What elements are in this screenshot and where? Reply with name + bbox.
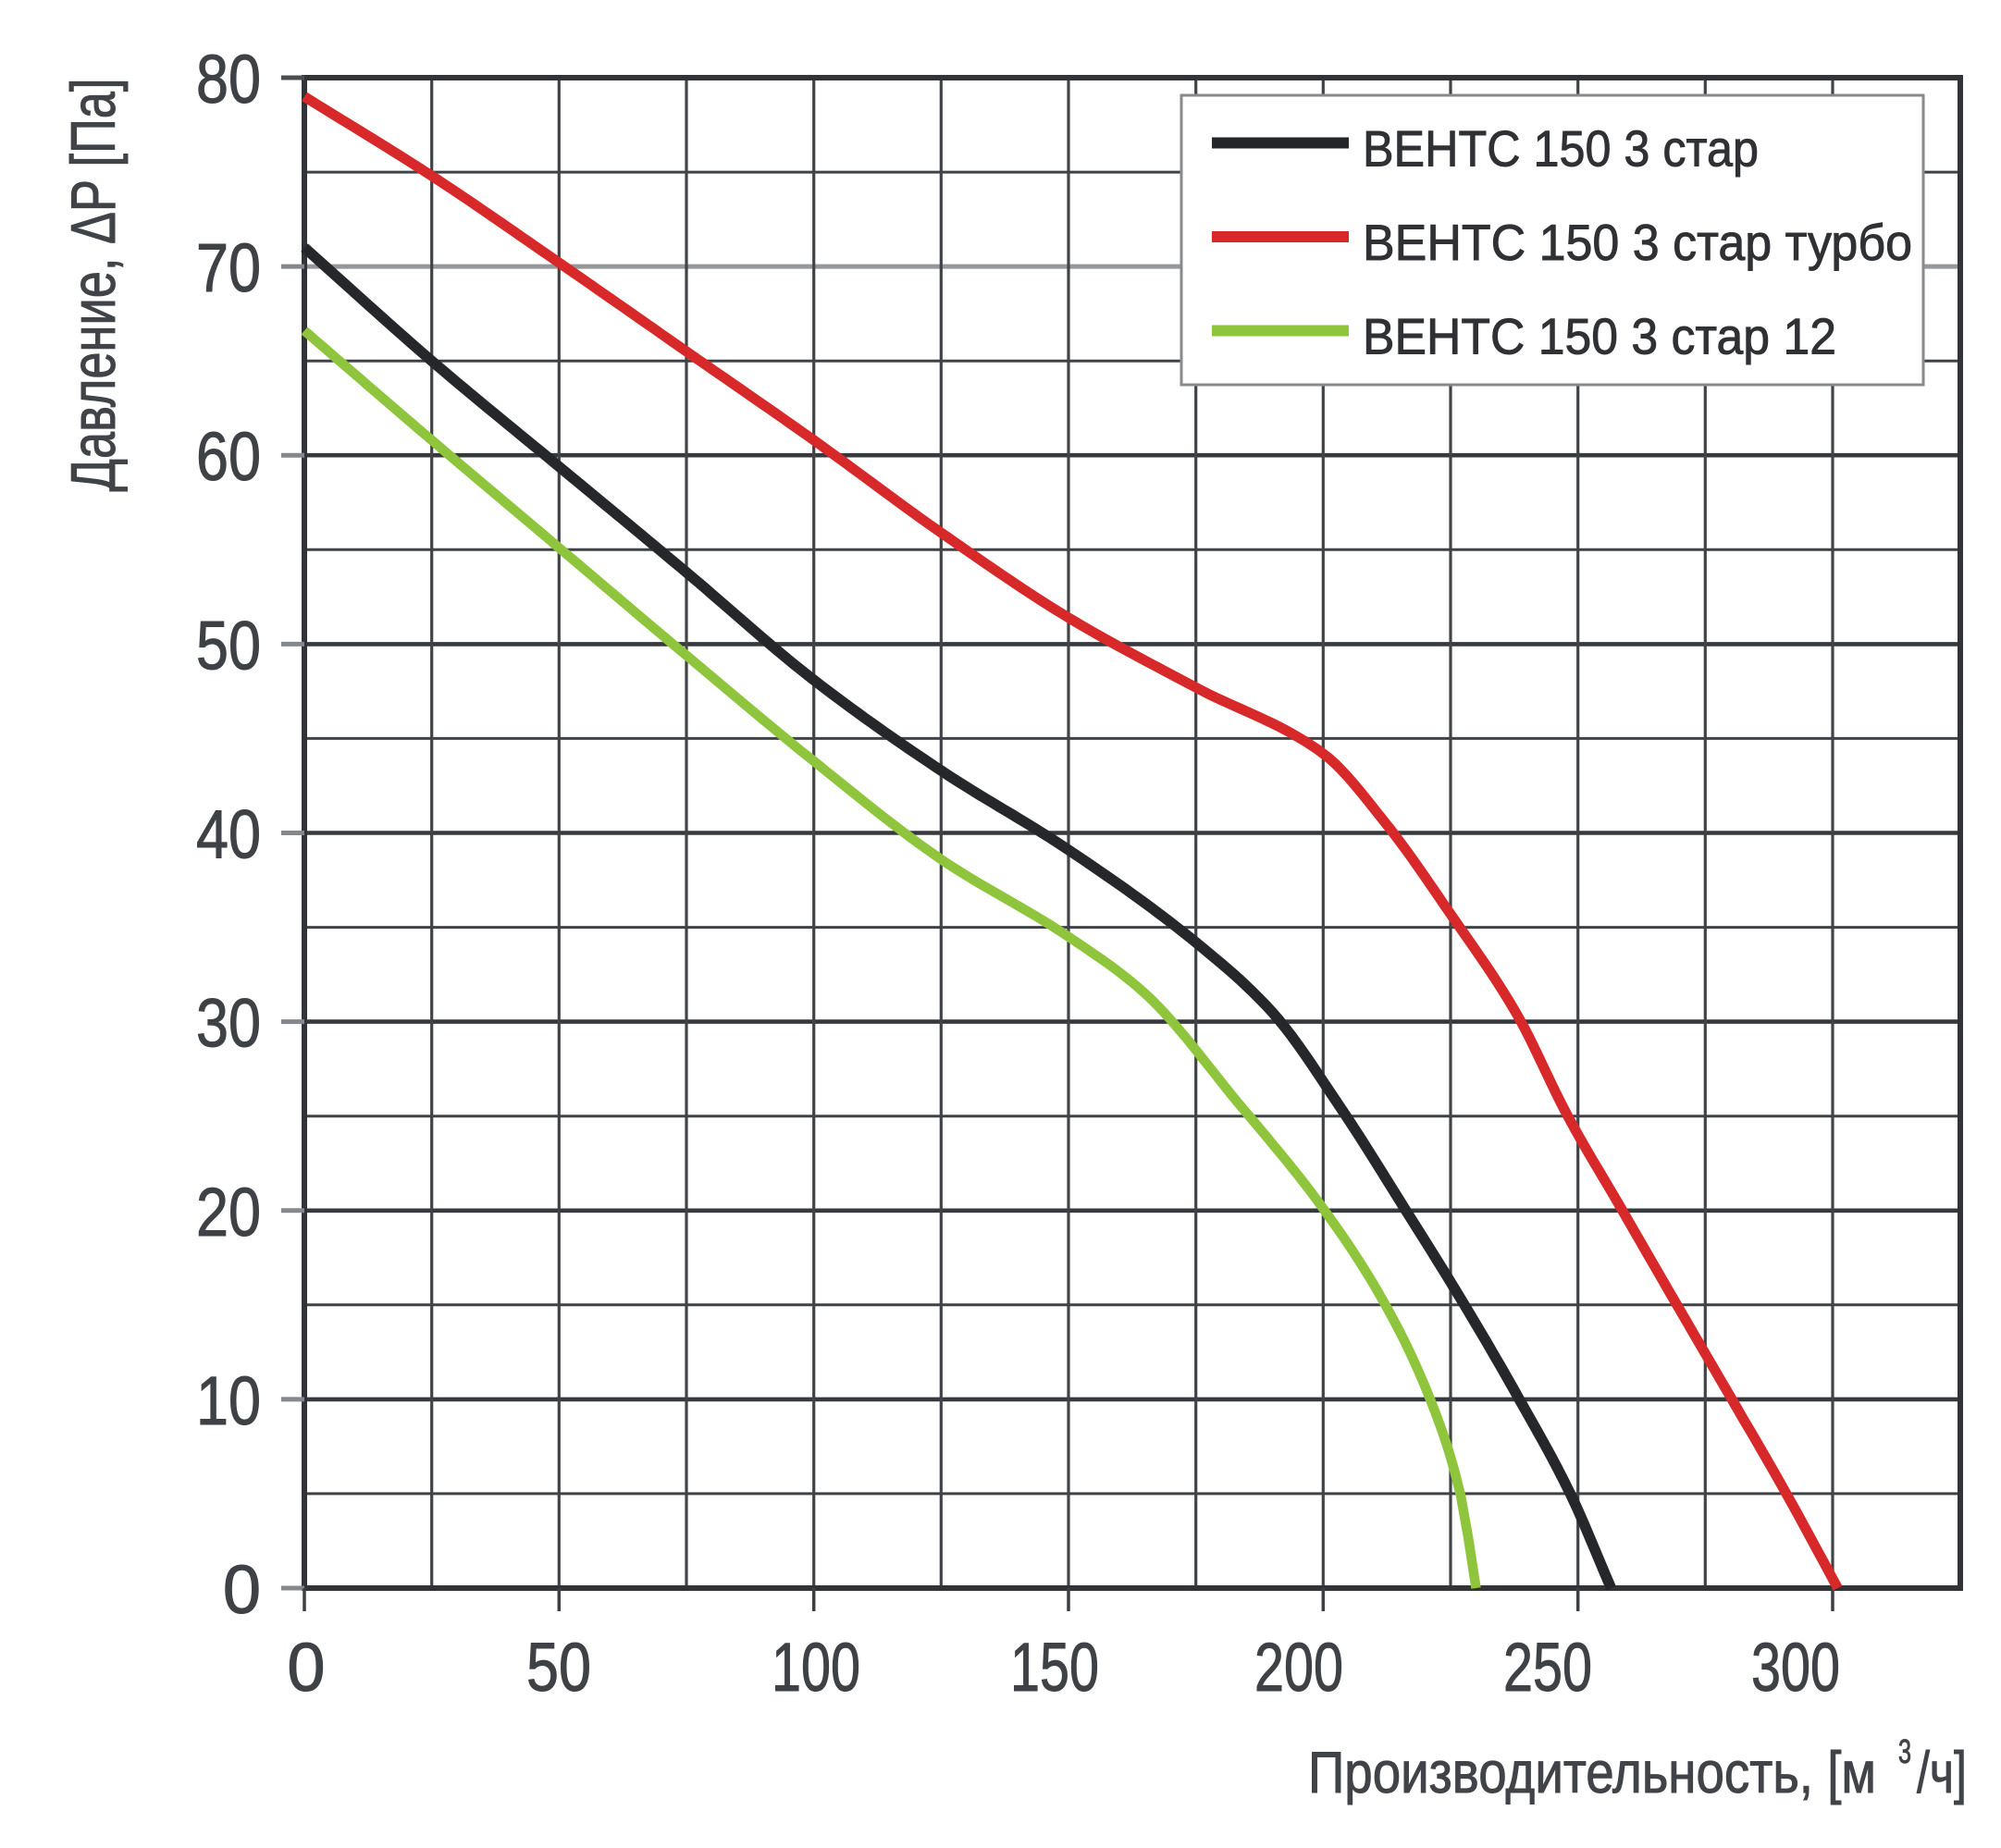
- svg-text:100: 100: [772, 1629, 860, 1706]
- svg-text:150: 150: [1010, 1629, 1099, 1706]
- svg-text:50: 50: [526, 1629, 591, 1706]
- svg-text:30: 30: [196, 985, 261, 1062]
- svg-text:20: 20: [196, 1174, 261, 1250]
- svg-text:50: 50: [196, 607, 261, 684]
- svg-text:ВЕНТС 150 3 стар 12: ВЕНТС 150 3 стар 12: [1363, 308, 1836, 365]
- svg-text:Давление, ΔP [Па]: Давление, ΔP [Па]: [58, 79, 129, 492]
- svg-text:80: 80: [196, 41, 261, 117]
- svg-text:300: 300: [1751, 1629, 1840, 1706]
- svg-text:ВЕНТС 150 3 стар: ВЕНТС 150 3 стар: [1363, 120, 1759, 178]
- svg-text:40: 40: [196, 796, 261, 873]
- svg-text:200: 200: [1254, 1629, 1343, 1706]
- svg-text:0: 0: [223, 1551, 261, 1628]
- svg-text:250: 250: [1503, 1629, 1592, 1706]
- svg-text:10: 10: [196, 1362, 261, 1439]
- svg-text:Производительность, [м3/ч]: Производительность, [м 3/ч]: [1308, 1732, 1967, 1805]
- svg-text:ВЕНТС 150 3 стар турбо: ВЕНТС 150 3 стар турбо: [1363, 214, 1912, 271]
- svg-text:0: 0: [287, 1629, 325, 1706]
- svg-text:70: 70: [196, 229, 261, 306]
- svg-text:60: 60: [196, 418, 261, 495]
